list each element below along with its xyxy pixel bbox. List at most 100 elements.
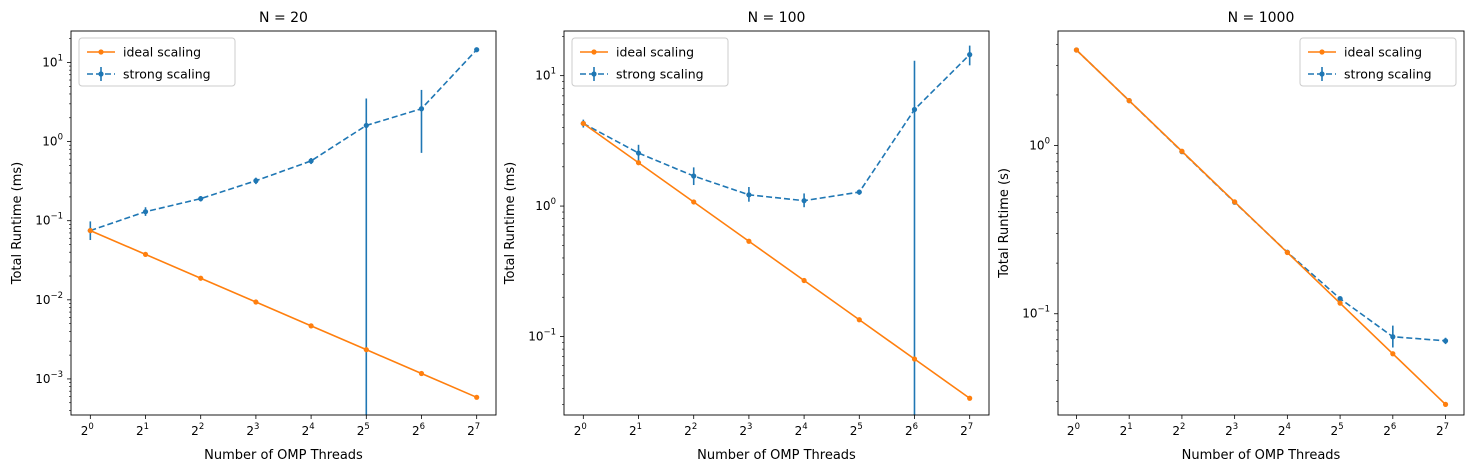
x-tick-label: 27	[467, 422, 480, 438]
data-point	[801, 277, 807, 284]
series-ideal-scaling	[87, 227, 480, 400]
series-strong-scaling	[580, 45, 973, 415]
legend-marker	[98, 49, 104, 55]
x-axis-label: Number of OMP Threads	[204, 448, 363, 463]
x-tick-label: 23	[739, 422, 752, 438]
series-ideal-scaling	[580, 120, 973, 401]
subplot-1: N = 20 20 21 22 23 24 25 26 27 10−3 10−2 10−1 100 101…	[10, 10, 497, 463]
data-point	[1442, 338, 1449, 344]
data-point	[1442, 401, 1449, 407]
x-tick-label: 27	[1436, 422, 1449, 438]
x-tick-label: 23	[1225, 422, 1238, 438]
data-point	[1126, 98, 1132, 104]
x-tick-label: 25	[850, 422, 863, 438]
legend-marker	[591, 49, 597, 55]
data-point	[911, 106, 918, 113]
data-point	[253, 299, 259, 305]
x-tick-label: 20	[1067, 422, 1080, 438]
data-point	[967, 395, 973, 401]
x-tick-label: 23	[246, 422, 259, 438]
legend-marker	[1319, 49, 1325, 55]
legend-label: ideal scaling	[1344, 45, 1422, 60]
x-tick-label: 26	[905, 422, 918, 438]
x-tick-label: 26	[1383, 422, 1396, 438]
legend-label: strong scaling	[1344, 67, 1432, 82]
data-point	[967, 52, 973, 58]
data-point	[1179, 148, 1185, 154]
data-point	[1232, 199, 1238, 205]
data-point	[691, 173, 697, 179]
data-point	[198, 196, 204, 202]
data-point	[253, 178, 259, 184]
series-strong-scaling	[87, 47, 480, 415]
x-axis-label: Number of OMP Threads	[697, 448, 856, 463]
x-tick-label: 21	[629, 422, 642, 438]
legend-label: strong scaling	[616, 67, 704, 82]
x-tick-label: 26	[412, 422, 425, 438]
y-tick-label: 100	[42, 133, 63, 149]
data-point	[142, 251, 149, 258]
data-point	[1337, 300, 1343, 306]
x-tick-label: 20	[81, 422, 94, 438]
legend-box	[571, 37, 729, 87]
y-tick-label: 10−2	[35, 291, 63, 307]
legend-label: ideal scaling	[616, 45, 694, 60]
legend-box	[78, 37, 236, 87]
y-tick-label: 100	[1029, 137, 1050, 153]
data-point	[308, 158, 314, 164]
legend: ideal scaling strong scaling	[1299, 37, 1457, 87]
data-point	[363, 122, 369, 129]
x-tick-label: 24	[1278, 422, 1291, 438]
x-tick-label: 20	[574, 422, 587, 438]
series-ideal-scaling	[1073, 47, 1449, 407]
x-tick-label: 24	[302, 422, 315, 438]
y-axis-label: Total Runtime (ms)	[503, 162, 518, 286]
x-tick-label: 22	[1172, 422, 1185, 438]
data-point	[1337, 296, 1343, 302]
data-point	[911, 356, 918, 362]
x-tick-label: 22	[684, 422, 697, 438]
legend: ideal scaling strong scaling	[78, 37, 236, 87]
x-tick-label: 21	[136, 422, 149, 438]
data-point	[635, 160, 642, 166]
data-point	[856, 189, 862, 195]
x-tick-label: 27	[960, 422, 973, 438]
chart-title: N = 100	[748, 10, 806, 26]
y-axis-label: Total Runtime (s)	[997, 168, 1012, 279]
data-point	[746, 238, 752, 244]
series-line	[1075, 49, 1446, 342]
data-point	[580, 120, 586, 127]
series-line	[90, 49, 478, 232]
legend-label: strong scaling	[123, 67, 211, 82]
subplot-3: N = 1000 20 21 22 23 24 25 26 27 10−1 100 Number of…	[997, 10, 1465, 463]
series-line	[90, 229, 477, 399]
series-strong-scaling	[1073, 47, 1449, 348]
data-point	[1390, 351, 1396, 357]
x-tick-label: 24	[795, 422, 808, 438]
data-point	[635, 150, 642, 156]
data-point	[801, 198, 807, 204]
y-tick-label: 101	[42, 53, 63, 69]
data-point	[308, 323, 314, 329]
subplot-2: N = 100 20 21 22 23 24 25 26 27 10−1 100 101 Number …	[503, 10, 990, 463]
legend: ideal scaling strong scaling	[571, 37, 729, 87]
legend-label: ideal scaling	[123, 45, 201, 60]
x-tick-label: 25	[1331, 422, 1344, 438]
data-point	[1284, 249, 1290, 256]
axes-frame	[1057, 30, 1465, 416]
series-line	[582, 122, 971, 399]
axes-frame	[70, 30, 497, 416]
x-tick-label: 25	[357, 422, 370, 438]
y-tick-label: 100	[535, 197, 556, 213]
y-axis-label: Total Runtime (ms)	[10, 162, 25, 286]
legend-box	[1299, 37, 1457, 87]
data-point	[856, 317, 862, 323]
y-tick-label: 101	[535, 67, 556, 83]
data-point	[691, 199, 697, 205]
data-point	[87, 227, 93, 234]
chart-title: N = 1000	[1228, 10, 1295, 26]
x-tick-label: 22	[191, 422, 204, 438]
axes-frame	[563, 30, 990, 416]
data-point	[142, 209, 149, 215]
